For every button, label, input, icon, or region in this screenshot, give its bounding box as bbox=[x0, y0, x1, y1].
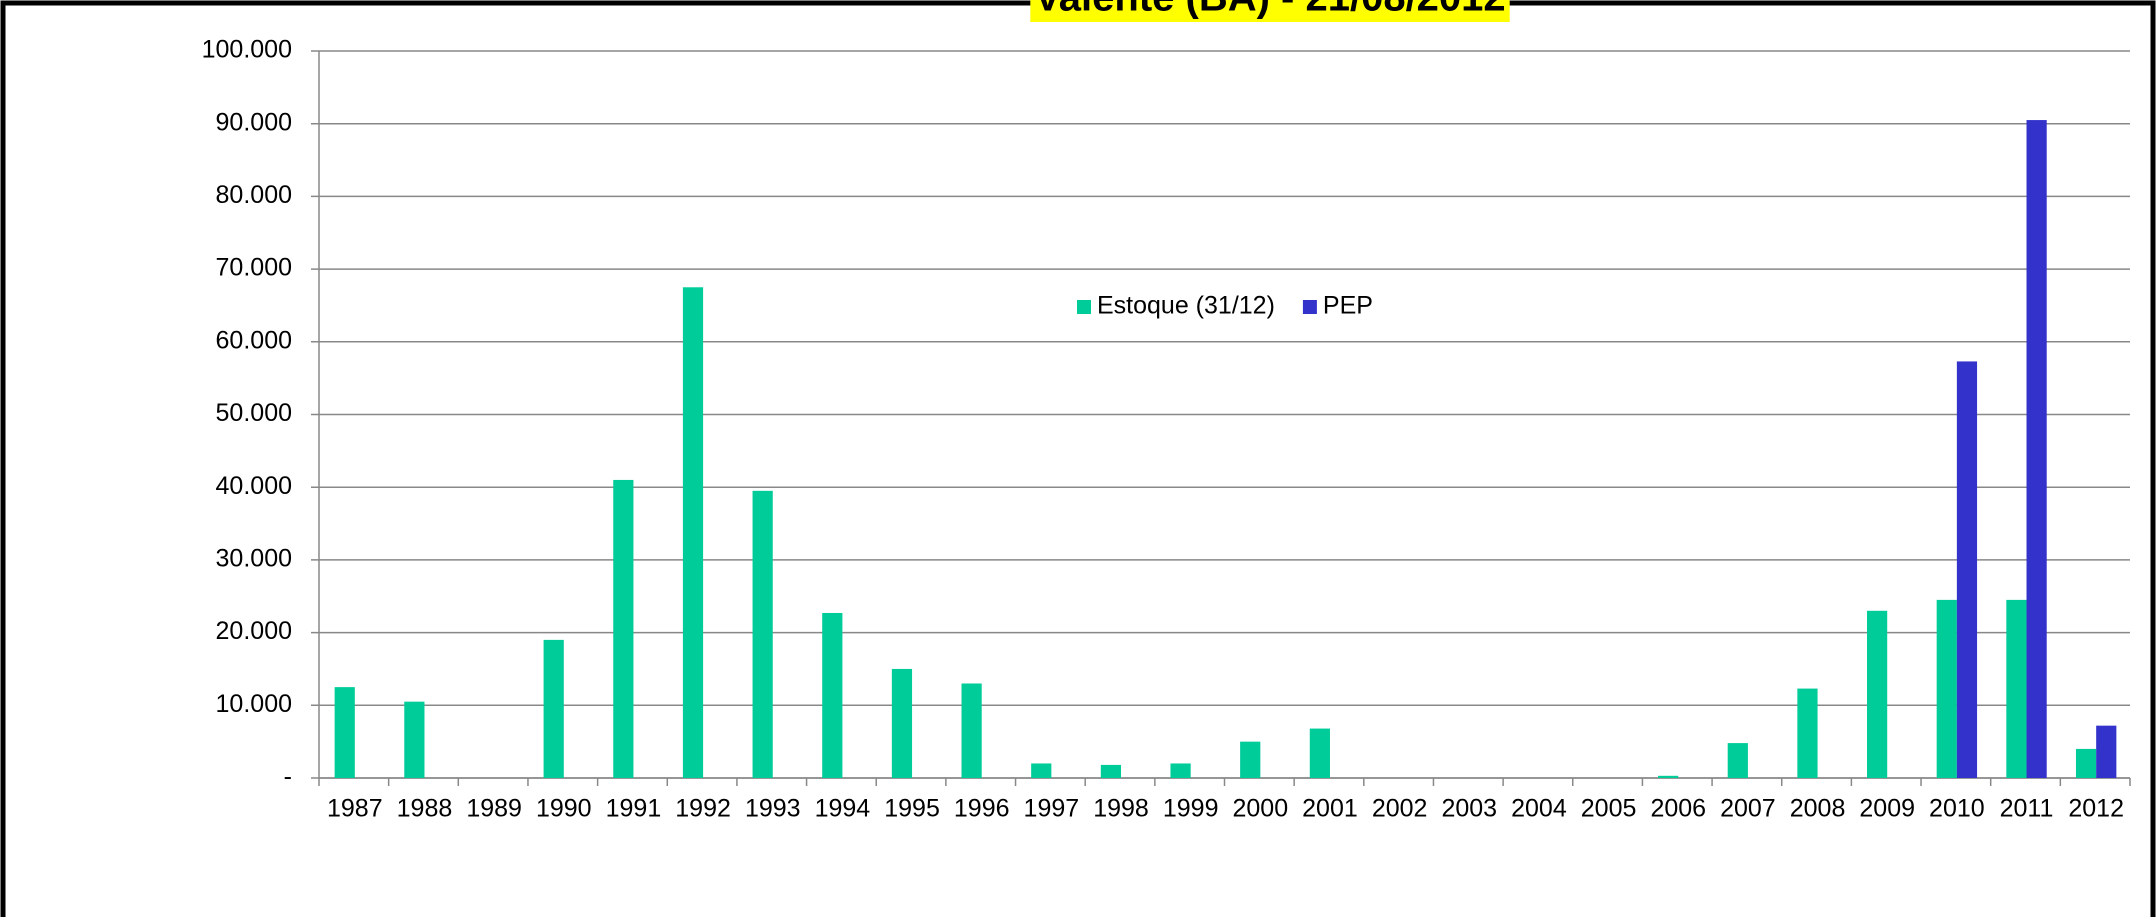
x-tick-label: 2000 bbox=[1233, 795, 1289, 823]
y-tick-label: 80.000 bbox=[216, 181, 292, 209]
bar bbox=[752, 490, 773, 778]
legend-swatch bbox=[1077, 300, 1091, 314]
y-tick-label: 100.000 bbox=[202, 36, 292, 64]
bar bbox=[2096, 725, 2117, 778]
bar bbox=[1867, 610, 1888, 778]
bar bbox=[1031, 763, 1052, 778]
bar bbox=[543, 639, 564, 778]
y-tick-label: - bbox=[284, 763, 292, 791]
bar bbox=[1956, 361, 1978, 778]
x-tick-label: 1989 bbox=[466, 795, 522, 823]
legend-label: Estoque (31/12) bbox=[1097, 292, 1275, 320]
x-tick-label: 1988 bbox=[397, 795, 453, 823]
x-tick-label: 2009 bbox=[1859, 795, 1915, 823]
chart-title: Valente (BA) - 21/08/2012 bbox=[1034, 0, 1505, 20]
x-tick-label: 1993 bbox=[745, 795, 801, 823]
y-tick-label: 60.000 bbox=[216, 326, 292, 354]
y-tick-label: 20.000 bbox=[216, 617, 292, 645]
x-tick-label: 2006 bbox=[1650, 795, 1706, 823]
bar bbox=[2075, 748, 2097, 778]
bar bbox=[961, 683, 982, 778]
x-tick-label: 1996 bbox=[954, 795, 1010, 823]
x-tick-label: 1987 bbox=[327, 795, 383, 823]
x-tick-label: 2001 bbox=[1302, 795, 1358, 823]
x-tick-label: 1990 bbox=[536, 795, 592, 823]
bar bbox=[1727, 743, 1748, 778]
x-tick-label: 2011 bbox=[2000, 795, 2054, 823]
bar bbox=[1240, 741, 1261, 778]
bar bbox=[682, 287, 704, 778]
bar bbox=[1936, 599, 1957, 778]
x-tick-label: 1998 bbox=[1093, 795, 1149, 823]
y-tick-label: 30.000 bbox=[216, 545, 292, 573]
bar bbox=[613, 479, 634, 778]
bar bbox=[1309, 728, 1330, 778]
x-tick-label: 1994 bbox=[815, 795, 871, 823]
y-tick-label: 70.000 bbox=[216, 254, 292, 282]
x-tick-label: 1995 bbox=[884, 795, 940, 823]
x-tick-label: 2005 bbox=[1581, 795, 1637, 823]
bar bbox=[1170, 763, 1191, 778]
x-tick-label: 2002 bbox=[1372, 795, 1428, 823]
x-tick-label: 1999 bbox=[1163, 795, 1219, 823]
bar bbox=[2026, 120, 2047, 778]
bar bbox=[822, 612, 843, 778]
bar bbox=[334, 687, 355, 778]
y-tick-label: 10.000 bbox=[216, 690, 292, 718]
x-tick-label: 1991 bbox=[606, 795, 662, 823]
x-tick-label: 1992 bbox=[675, 795, 731, 823]
x-tick-label: 2012 bbox=[2068, 795, 2124, 823]
bar bbox=[1658, 775, 1679, 778]
x-tick-label: 2004 bbox=[1511, 795, 1567, 823]
y-tick-label: 90.000 bbox=[216, 108, 292, 136]
bar bbox=[891, 668, 913, 778]
y-tick-label: 50.000 bbox=[216, 399, 292, 427]
bar bbox=[1797, 688, 1818, 778]
legend-label: PEP bbox=[1323, 292, 1373, 320]
x-tick-label: 1997 bbox=[1024, 795, 1080, 823]
x-tick-label: 2007 bbox=[1720, 795, 1776, 823]
bar bbox=[404, 701, 425, 778]
x-tick-label: 2010 bbox=[1929, 795, 1985, 823]
x-tick-label: 2003 bbox=[1441, 795, 1497, 823]
x-tick-label: 2008 bbox=[1790, 795, 1846, 823]
title-highlight bbox=[1030, 0, 1510, 22]
bar bbox=[2006, 599, 2027, 778]
legend-swatch bbox=[1302, 300, 1317, 314]
y-tick-label: 40.000 bbox=[216, 472, 292, 500]
bar bbox=[1100, 764, 1122, 778]
